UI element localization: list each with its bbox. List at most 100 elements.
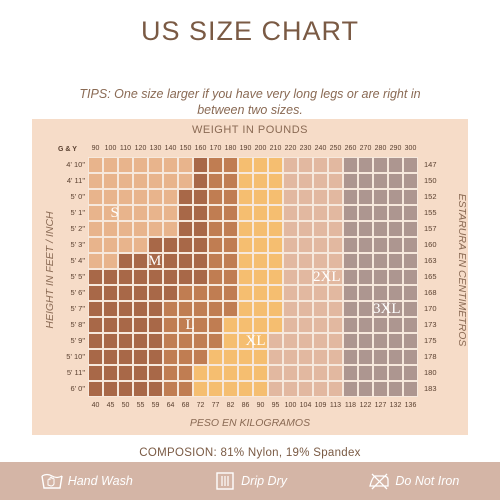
grid-cell — [253, 269, 268, 285]
grid-cell — [133, 221, 148, 237]
grid-cell — [208, 317, 223, 333]
grid-cell — [313, 189, 328, 205]
grid-cell — [103, 317, 118, 333]
grid-cell — [178, 189, 193, 205]
grid-cell — [253, 301, 268, 317]
grid-cell — [208, 237, 223, 253]
grid-cell — [133, 365, 148, 381]
grid-cell — [148, 189, 163, 205]
kilogram-tick: 100 — [284, 402, 297, 409]
grid-cell — [373, 381, 388, 397]
corner-label: G & Y — [58, 146, 77, 153]
pound-tick: 170 — [209, 145, 222, 152]
grid-cell — [313, 317, 328, 333]
grid-cell — [403, 365, 418, 381]
grid-cell — [238, 381, 253, 397]
size-label-m: M — [148, 253, 162, 269]
grid-cell — [178, 349, 193, 365]
kilogram-tick: 113 — [329, 402, 342, 409]
grid-cell — [388, 269, 403, 285]
grid-cell — [328, 301, 343, 317]
grid-cell — [178, 205, 193, 221]
grid-cell — [133, 253, 148, 269]
grid-cell — [313, 237, 328, 253]
grid-cell — [283, 349, 298, 365]
grid-cell — [298, 189, 313, 205]
grid-cell — [358, 301, 373, 317]
grid-cell — [298, 269, 313, 285]
grid-cell — [118, 349, 133, 365]
grid-cell — [88, 285, 103, 301]
kilogram-tick: 109 — [314, 402, 327, 409]
grid-cell — [343, 381, 358, 397]
centimeter-axis-title: ESTARURA EN CENTIMETROS — [456, 193, 468, 347]
grid-cell — [373, 253, 388, 269]
grid-cell — [268, 189, 283, 205]
grid-cell — [373, 317, 388, 333]
centimeter-tick: 160 — [424, 240, 437, 249]
grid-cell — [238, 269, 253, 285]
centimeter-tick: 165 — [424, 272, 437, 281]
grid-cell — [163, 349, 178, 365]
grid-cell — [268, 333, 283, 349]
grid-cell — [193, 333, 208, 349]
grid-cell — [103, 221, 118, 237]
grid-cell — [88, 333, 103, 349]
grid-cell — [223, 365, 238, 381]
grid-cell — [313, 253, 328, 269]
pound-tick: 210 — [269, 145, 282, 152]
grid-cell — [313, 349, 328, 365]
grid-cell — [313, 365, 328, 381]
grid-cell — [223, 157, 238, 173]
grid-cell — [208, 365, 223, 381]
grid-cell — [208, 269, 223, 285]
grid-cell — [373, 237, 388, 253]
grid-cell — [88, 221, 103, 237]
pound-tick: 240 — [314, 145, 327, 152]
grid-cell — [88, 189, 103, 205]
grid-cell — [133, 301, 148, 317]
grid-cell — [388, 173, 403, 189]
grid-cell — [388, 349, 403, 365]
pound-tick: 290 — [389, 145, 402, 152]
height-tick: 5' 7" — [70, 304, 85, 313]
grid-cell — [358, 237, 373, 253]
height-tick: 5' 11" — [66, 368, 85, 377]
grid-cell — [163, 269, 178, 285]
centimeter-tick: 170 — [424, 304, 437, 313]
grid-cell — [238, 365, 253, 381]
grid-cell — [238, 173, 253, 189]
grid-cell — [388, 285, 403, 301]
grid-cell — [163, 157, 178, 173]
grid-cell — [403, 157, 418, 173]
grid-cell — [208, 253, 223, 269]
grid-cell — [193, 301, 208, 317]
height-tick: 4' 11" — [66, 176, 85, 185]
care-item-hand-wash: Hand Wash — [40, 472, 133, 490]
grid-cell — [133, 269, 148, 285]
size-label-s: S — [110, 205, 119, 221]
centimeter-tick: 157 — [424, 224, 437, 233]
grid-cell — [103, 349, 118, 365]
grid-cell — [178, 157, 193, 173]
centimeter-tick: 178 — [424, 352, 437, 361]
grid-cell — [268, 205, 283, 221]
kilogram-tick: 122 — [359, 402, 372, 409]
kilogram-tick: 68 — [181, 402, 190, 409]
grid-cell — [88, 205, 103, 221]
grid-cell — [403, 189, 418, 205]
grid-cell — [163, 237, 178, 253]
grid-cell — [163, 173, 178, 189]
grid-cell — [388, 157, 403, 173]
height-tick: 5' 1" — [70, 208, 85, 217]
grid-cell — [208, 381, 223, 397]
grid-cell — [373, 221, 388, 237]
grid-cell — [403, 205, 418, 221]
grid-cell — [298, 365, 313, 381]
grid-cell — [88, 237, 103, 253]
grid-cell — [223, 349, 238, 365]
grid-cell — [103, 205, 118, 221]
grid-cell — [388, 381, 403, 397]
grid-cell — [388, 237, 403, 253]
grid-cell — [193, 157, 208, 173]
